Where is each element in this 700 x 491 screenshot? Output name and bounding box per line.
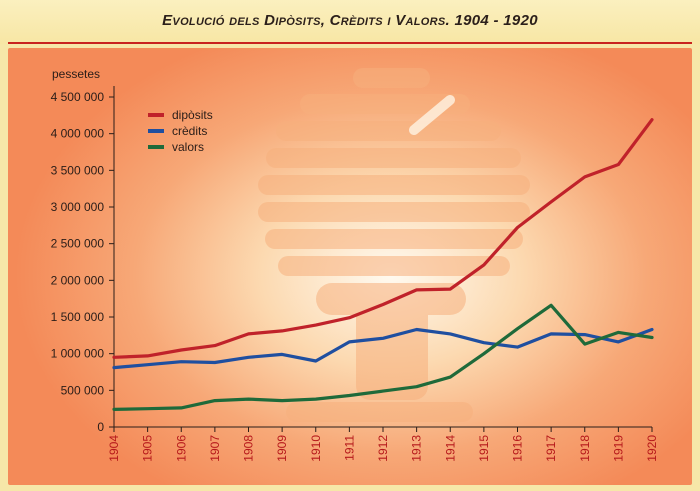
legend-label: dipòsits bbox=[172, 108, 213, 122]
x-tick-label: 1915 bbox=[477, 435, 491, 462]
chart-title: Evolució dels Dipòsits, Crèdits i Valors… bbox=[162, 12, 538, 29]
y-tick-label: 3 500 000 bbox=[51, 163, 105, 177]
legend-label: valors bbox=[172, 140, 204, 154]
y-tick-label: 4 500 000 bbox=[51, 90, 105, 104]
x-tick-label: 1905 bbox=[141, 435, 155, 462]
x-tick-label: 1918 bbox=[578, 435, 592, 462]
emblem-slash bbox=[409, 95, 455, 135]
series-lines bbox=[112, 118, 654, 411]
x-tick-label: 1906 bbox=[174, 435, 188, 462]
series-line-2 bbox=[112, 303, 654, 411]
x-tick-label: 1907 bbox=[208, 435, 222, 462]
y-axis-ticks: 0 500 000 1 000 000 1 500 000 2 000 000 2 500… bbox=[51, 90, 114, 434]
y-tick-label: 2 500 000 bbox=[51, 237, 105, 251]
x-tick-label: 1908 bbox=[242, 435, 256, 462]
y-tick-label: 500 000 bbox=[61, 383, 105, 397]
y-tick-label: 3 000 000 bbox=[51, 200, 105, 214]
title-bar: Evolució dels Dipòsits, Crèdits i Valors… bbox=[0, 0, 700, 44]
y-tick-label: 2 000 000 bbox=[51, 273, 105, 287]
x-tick-label: 1910 bbox=[309, 435, 323, 462]
title-underline bbox=[8, 42, 692, 44]
y-tick-label: 0 bbox=[97, 420, 104, 434]
x-axis-ticks: 1904 1905 1906 1907 1908 1909 1910 1911 1912 1913… bbox=[107, 427, 659, 462]
x-tick-label: 1912 bbox=[376, 435, 390, 462]
legend-label: crèdits bbox=[172, 124, 207, 138]
x-tick-label: 1914 bbox=[443, 435, 457, 462]
x-tick-label: 1913 bbox=[410, 435, 424, 462]
legend: dipòsits crèdits valors bbox=[148, 108, 213, 154]
x-tick-label: 1917 bbox=[544, 435, 558, 462]
x-tick-label: 1919 bbox=[611, 435, 625, 462]
y-axis-unit-label: pessetes bbox=[52, 67, 100, 81]
y-tick-label: 4 000 000 bbox=[51, 127, 105, 141]
x-tick-label: 1909 bbox=[275, 435, 289, 462]
x-tick-label: 1920 bbox=[645, 435, 659, 462]
y-tick-label: 1 500 000 bbox=[51, 310, 105, 324]
y-tick-label: 1 000 000 bbox=[51, 347, 105, 361]
x-tick-label: 1911 bbox=[342, 435, 356, 461]
x-tick-label: 1916 bbox=[511, 435, 525, 462]
background-emblem bbox=[258, 68, 530, 422]
x-tick-label: 1904 bbox=[107, 435, 121, 462]
series-line-1 bbox=[112, 327, 654, 370]
series-line-0 bbox=[112, 118, 654, 359]
